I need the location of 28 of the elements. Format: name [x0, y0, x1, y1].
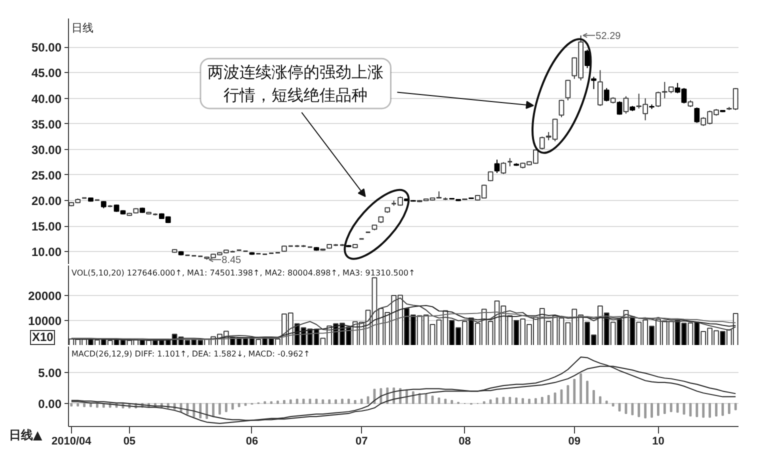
y-tick-label: 10.00 [31, 245, 62, 260]
x-tick-label: 06 [246, 436, 258, 448]
chart-title: VOL(5,10,20) 127646.000↑, MA1: 74501.398↑, MA2: 80004.898↑, MA3: 91310.500↑ [72, 268, 416, 278]
y-tick-label: 25.00 [31, 168, 62, 182]
y-tick-label: 40.00 [31, 92, 62, 106]
y-tick-label: 0.00 [38, 397, 62, 412]
annotation: 8.45 [222, 255, 242, 266]
x-tick-label: 05 [123, 436, 136, 448]
text: 日线▲ [9, 428, 42, 442]
y-tick-label: 15.00 [31, 220, 62, 234]
y-tick-label: 35.00 [31, 117, 62, 132]
y-tick-label: 10000 [28, 314, 62, 328]
x-tick-label: 2010/04 [52, 436, 92, 448]
x-tick-label: 08 [458, 436, 471, 448]
x-tick-label: 07 [355, 436, 368, 448]
x-tick-label: 10 [652, 436, 664, 448]
y-tick-label: 30.00 [31, 142, 62, 157]
y-tick-label: 45.00 [31, 66, 62, 80]
y-tick-label: 20000 [28, 289, 62, 303]
y-tick-label: 5.00 [38, 366, 62, 380]
y-tick-label: 20.00 [31, 194, 62, 208]
annotation: 52.29 [596, 30, 622, 42]
chart-title: 日线 [72, 22, 94, 34]
annotation: 两波连续涨停的强劲上涨行情，短线绝佳品种 [208, 62, 384, 104]
y-tick-label: 50.00 [31, 40, 62, 55]
chart-title: MACD(26,12,9) DIFF: 1.101↑, DEA: 1.582↓, MACD: -0.962↑ [72, 350, 310, 358]
text: X10 [32, 330, 54, 344]
x-tick-label: 09 [568, 436, 581, 448]
